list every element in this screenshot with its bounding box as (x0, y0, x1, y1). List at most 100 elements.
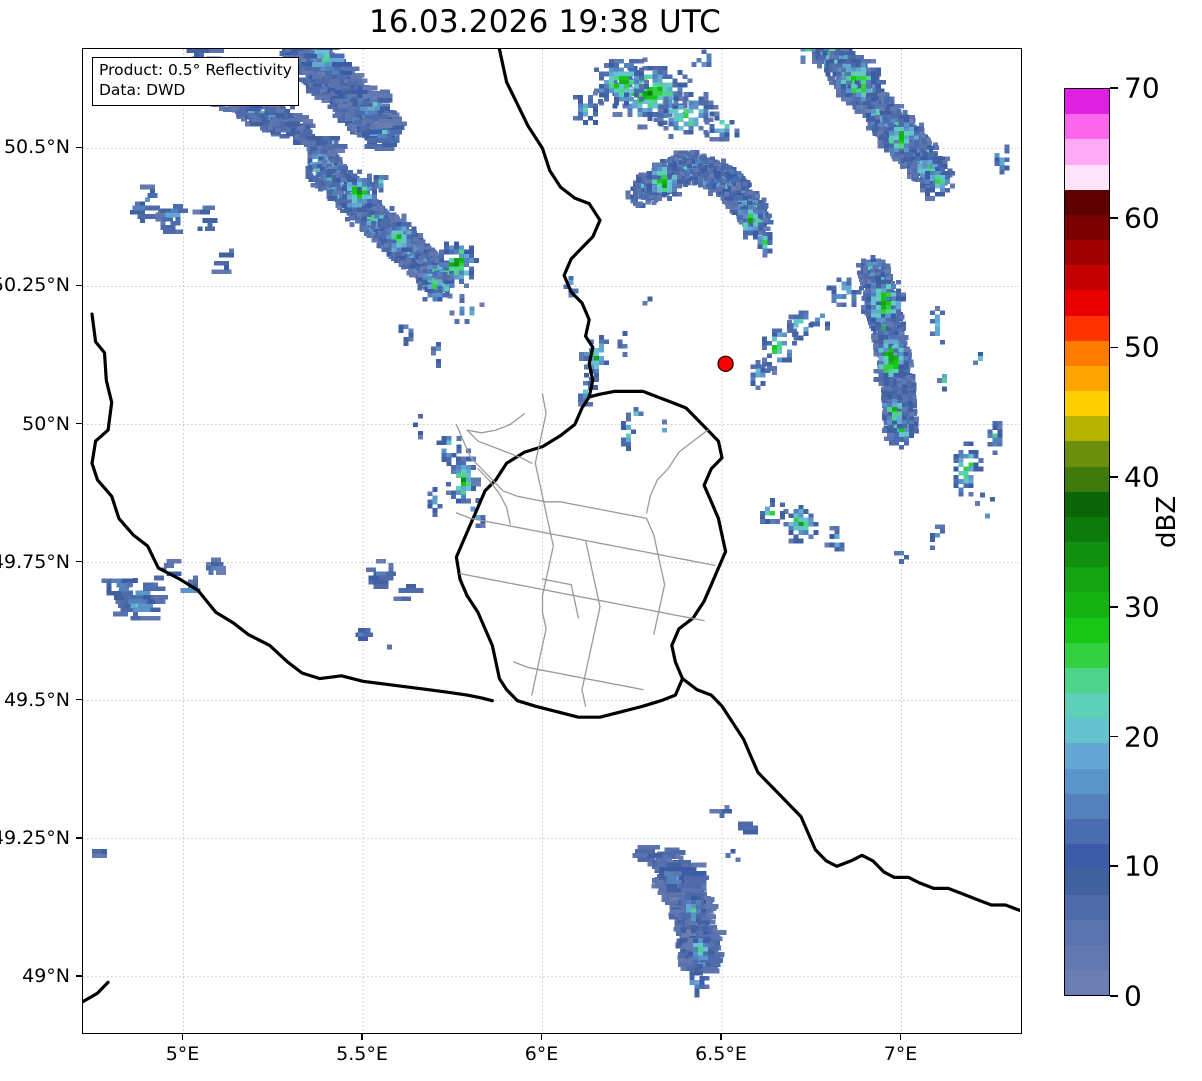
radar-bin (366, 198, 372, 204)
radar-bin (881, 103, 887, 108)
radar-bin (403, 341, 409, 346)
radar-bin (637, 91, 643, 96)
radar-bin (396, 251, 402, 257)
radar-bin (304, 49, 310, 50)
radar-bin (837, 67, 843, 73)
radar-bin (328, 152, 334, 157)
radar-bin (377, 93, 393, 99)
radar-bin (310, 182, 316, 188)
radar-bin (366, 177, 372, 183)
radar-bin (381, 238, 387, 244)
radar-bin (130, 209, 146, 215)
radar-bin (693, 104, 699, 110)
radar-bin (677, 82, 683, 88)
radar-bin (871, 128, 877, 134)
radar-bin (877, 92, 883, 97)
radar-bin (350, 85, 355, 91)
grid-lines (83, 49, 1020, 1032)
radar-bin (197, 226, 203, 232)
radar-bin (693, 121, 699, 127)
radar-bin (929, 187, 935, 193)
radar-bin (320, 166, 325, 172)
radar-bin (708, 104, 714, 110)
radar-bin (860, 59, 866, 64)
radar-bin (706, 53, 712, 59)
radar-bin (379, 103, 390, 108)
radar-bin (303, 140, 319, 145)
radar-plot-svg (83, 49, 1020, 1032)
radar-bin (844, 55, 850, 60)
radar-bin (200, 209, 211, 215)
radar-bin (437, 292, 443, 298)
radar-plot-area[interactable] (82, 48, 1022, 1034)
radar-bin (349, 222, 355, 227)
radar-bin (871, 121, 877, 127)
radar-bin (850, 67, 856, 73)
radar-bin (319, 75, 330, 81)
radar-bin (323, 174, 329, 179)
radar-bin (406, 258, 412, 263)
radar-bin (639, 88, 644, 94)
radar-bin (895, 122, 901, 127)
radar-bin (177, 208, 188, 214)
radar-bin (310, 57, 321, 63)
radar-bin (909, 135, 914, 140)
radar-bin (914, 126, 919, 132)
radar-bin (850, 71, 856, 77)
radar-bin (372, 102, 378, 107)
radar-bin (387, 214, 393, 220)
radar-bin (357, 93, 363, 99)
radar-bin (367, 129, 383, 135)
radar-bin (357, 85, 363, 90)
radar-bin (708, 117, 714, 123)
radar-bin (342, 175, 348, 180)
radar-bin (844, 92, 850, 98)
radar-bin (330, 83, 340, 88)
radar-bin (604, 88, 609, 94)
radar-bin (454, 319, 460, 324)
radar-bin (140, 218, 146, 223)
radar-bin (693, 100, 699, 106)
radar-bin (934, 179, 940, 185)
radar-bin (362, 94, 368, 99)
radar-bin (448, 283, 454, 288)
radar-bin (832, 67, 838, 73)
radar-bin (847, 71, 853, 77)
radar-bin (899, 143, 904, 149)
radar-bin (334, 49, 340, 50)
radar-bin (815, 49, 821, 52)
radar-bin (354, 213, 360, 219)
radar-bin (609, 88, 614, 94)
radar-bin (305, 166, 311, 171)
radar-bin (389, 206, 395, 211)
radar-bin (321, 163, 327, 169)
radar-bin (599, 71, 604, 77)
radar-bin (322, 135, 338, 141)
radar-bin (869, 92, 875, 97)
radar-bin (874, 92, 880, 97)
radar-bin (883, 129, 889, 135)
radar-bin (292, 113, 303, 118)
radar-bin (860, 67, 866, 73)
radar-bin (652, 112, 658, 117)
radar-bin (688, 130, 694, 135)
radar-bin (834, 55, 840, 60)
radar-bin (708, 100, 714, 106)
radar-bin (874, 119, 880, 124)
radar-bin (876, 109, 882, 114)
radar-bin (832, 71, 838, 77)
radar-bin (924, 192, 930, 197)
radar-bin (835, 75, 841, 81)
radar-bin (370, 224, 376, 230)
radar-bin (922, 160, 928, 165)
radar-bin (898, 151, 904, 156)
radar-bin (316, 163, 322, 169)
radar-bin (688, 109, 694, 114)
radar-bin (334, 148, 345, 154)
radar-bin (301, 70, 317, 75)
radar-bin (899, 139, 904, 145)
radar-bin (332, 175, 338, 180)
radar-bin (573, 95, 579, 100)
radar-bin (308, 177, 314, 183)
